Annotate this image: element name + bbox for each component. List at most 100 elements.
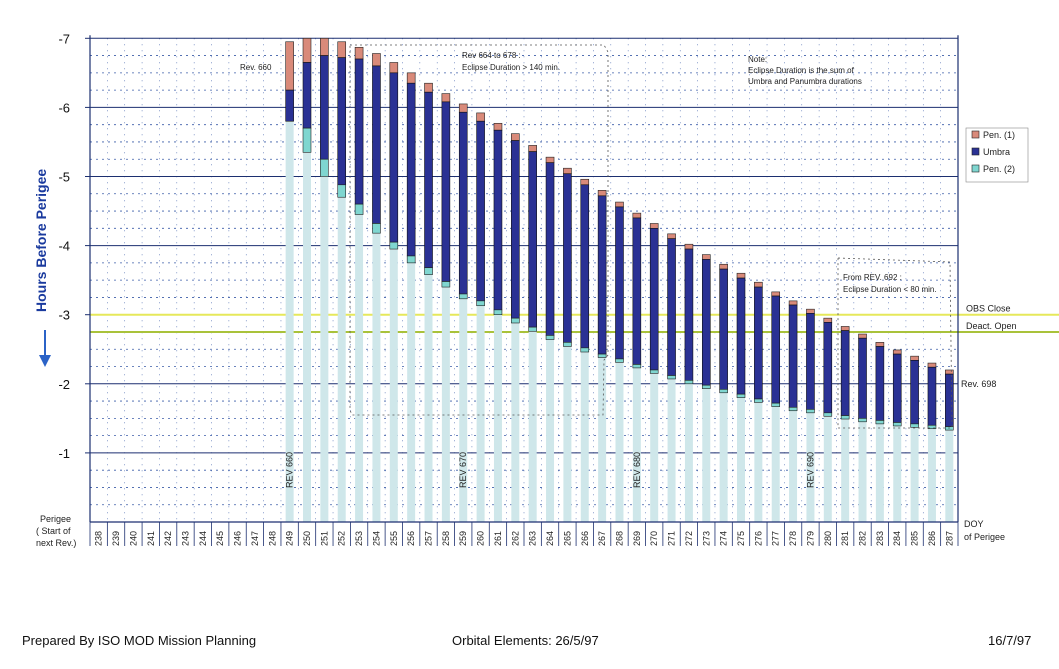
umbra-segment (684, 248, 694, 381)
rev-label: REV 690 (805, 452, 815, 488)
umbra-segment (771, 295, 781, 404)
penumbra2-segment (337, 184, 347, 198)
penumbra2-segment (806, 409, 815, 414)
post-eclipse-stem (528, 331, 537, 522)
eclipse-bars (285, 37, 954, 523)
post-eclipse-stem (372, 233, 381, 523)
rev664-duration: Eclipse Duration > 140 min. (462, 63, 560, 72)
penumbra1-segment (701, 254, 711, 260)
penumbra2-segment (701, 384, 711, 389)
x-tick-label: 282 (858, 531, 868, 546)
umbra-segment (823, 322, 833, 414)
x-tick-label: 259 (458, 531, 468, 546)
rev-label: REV 670 (458, 452, 468, 488)
penumbra2-segment (493, 309, 503, 316)
note-line: Eclipse Duration is the sum of (748, 66, 855, 75)
eclipse-bar-262 (511, 133, 520, 522)
post-eclipse-stem (893, 425, 902, 522)
post-eclipse-stem (841, 419, 850, 522)
post-eclipse-stem (650, 373, 659, 522)
x-tick-label: 273 (701, 531, 711, 546)
umbra-segment (337, 57, 347, 186)
penumbra1-segment (424, 82, 433, 93)
umbra-segment (840, 330, 850, 416)
x-tick-label: 279 (805, 531, 815, 546)
legend-swatch (971, 147, 980, 156)
post-eclipse-stem (337, 197, 346, 523)
post-eclipse-stem (320, 176, 329, 522)
y-tick-label: -2 (58, 377, 70, 392)
x-tick-label: 269 (632, 531, 642, 546)
post-eclipse-stem (355, 214, 364, 522)
umbra-segment (927, 366, 937, 426)
x-tick-label: 260 (476, 531, 486, 546)
umbra-segment (615, 206, 624, 360)
penumbra2-segment (632, 364, 642, 369)
x-tick-label: 271 (667, 531, 677, 546)
eclipse-bar-256 (406, 72, 416, 522)
eclipse-bar-254 (372, 53, 381, 523)
x-tick-label: 250 (302, 531, 312, 546)
post-eclipse-stem (493, 314, 502, 522)
umbra-segment (285, 89, 294, 122)
footer-date: 16/7/97 (988, 633, 1032, 648)
eclipse-bar-283 (875, 342, 885, 522)
x-tick-label: 264 (545, 531, 555, 546)
umbra-segment (424, 91, 433, 269)
long-eclipse-region (349, 44, 609, 416)
umbra-segment (406, 82, 416, 257)
umbra-segment (632, 217, 642, 365)
eclipse-bar-271 (667, 233, 676, 522)
eclipse-bar-269 (632, 212, 642, 522)
post-eclipse-stem (927, 428, 936, 522)
umbra-segment (511, 140, 520, 319)
y-tick-label: -7 (58, 31, 70, 46)
umbra-segment (493, 129, 503, 311)
penumbra1-segment (719, 263, 728, 270)
post-eclipse-stem (563, 346, 572, 522)
y-tick-label: -1 (58, 446, 70, 461)
penumbra1-segment (389, 62, 399, 74)
penumbra1-segment (302, 37, 312, 63)
x-tick-label: 249 (285, 531, 295, 546)
rev664-label: Rev 664 to 678 : (462, 51, 521, 60)
x-tick-label: 253 (354, 531, 364, 546)
umbra-segment (597, 195, 607, 355)
footer-prepared-by: Prepared By ISO MOD Mission Planning (22, 633, 257, 648)
eclipse-bar-277 (771, 291, 781, 522)
x-tick-label: 239 (111, 531, 121, 546)
x-tick-label: 270 (649, 531, 659, 546)
note-title: Note: (748, 55, 767, 64)
penumbra2-segment (754, 398, 763, 403)
x-tick-label: 240 (128, 531, 138, 546)
penumbra2-segment (458, 293, 468, 300)
eclipse-bar-257 (424, 82, 433, 522)
penumbra1-segment (563, 167, 572, 175)
umbra-segment (858, 337, 867, 419)
post-eclipse-stem (806, 412, 815, 522)
x-tick-label: 247 (250, 531, 260, 546)
rev-label: REV 660 (285, 452, 295, 488)
eclipse-bar-279 (806, 308, 815, 522)
post-eclipse-stem (858, 421, 867, 522)
eclipse-bar-278 (788, 300, 798, 522)
penumbra2-segment (302, 127, 312, 153)
penumbra2-segment (528, 326, 537, 332)
penumbra1-segment (649, 223, 659, 229)
penumbra2-segment (406, 255, 416, 264)
x-tick-label: 252 (337, 531, 347, 546)
penumbra1-segment (476, 112, 485, 122)
penumbra2-segment (354, 203, 364, 215)
penumbra1-segment (684, 243, 694, 250)
x-tick-label: 276 (753, 531, 763, 546)
penumbra1-segment (528, 145, 537, 152)
penumbra1-segment (320, 37, 329, 56)
penumbra2-segment (858, 418, 867, 423)
penumbra1-segment (736, 272, 746, 279)
x-tick-label: 267 (597, 531, 607, 546)
penumbra2-segment (649, 369, 659, 374)
umbra-segment (945, 373, 954, 427)
post-eclipse-stem (754, 402, 763, 522)
x-axis-title-left: ( Start of (36, 526, 71, 536)
x-tick-label: 284 (892, 531, 902, 546)
